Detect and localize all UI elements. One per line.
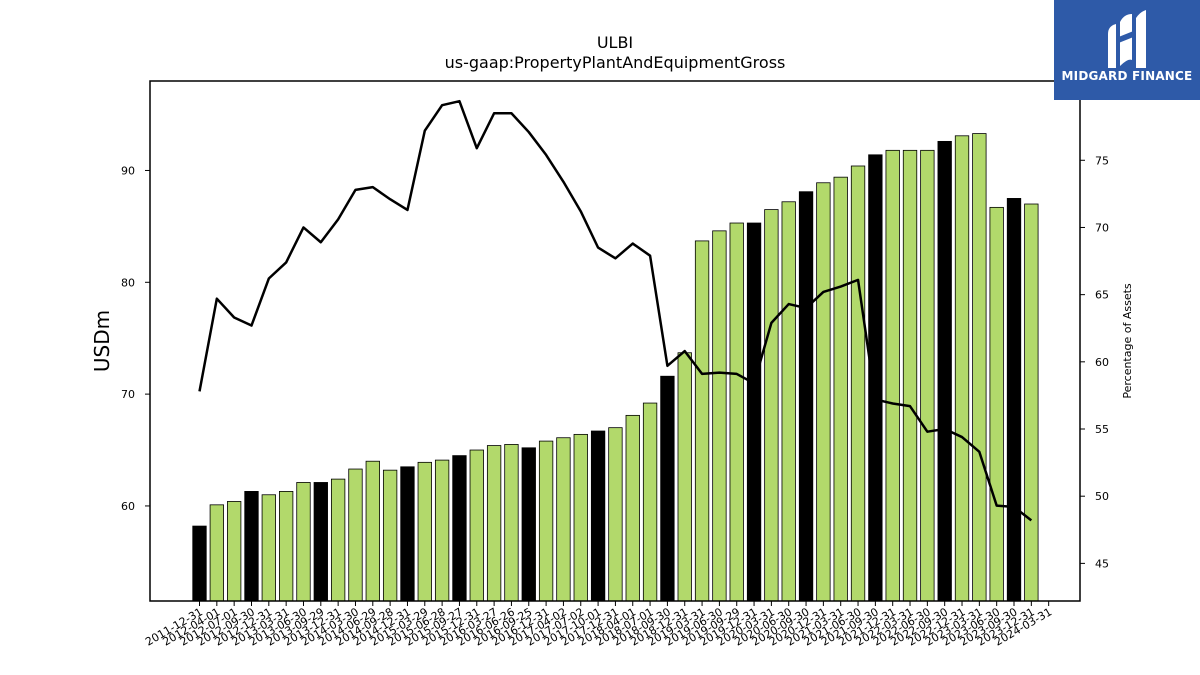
bar-2018-12-31 xyxy=(677,352,692,602)
bar-2011-12-31 xyxy=(192,525,207,602)
bar-2016-03-27 xyxy=(486,445,502,602)
bar-2012-04-01 xyxy=(209,504,224,602)
bar-2020-03-31 xyxy=(764,209,779,602)
y2-tick-label: 45 xyxy=(1095,557,1109,570)
bar-2014-09-28 xyxy=(382,469,398,602)
y2-axis-label: Percentage of Assets xyxy=(1121,283,1134,399)
y2-tick-label: 65 xyxy=(1095,289,1109,302)
bar-2012-09-30 xyxy=(244,491,259,602)
bar-2016-09-25 xyxy=(521,447,536,602)
midgard-finance-logo: MIDGARD FINANCE xyxy=(1054,0,1200,100)
bar-2015-09-27 xyxy=(452,455,467,602)
bar-series xyxy=(192,133,1039,602)
bar-2012-07-01 xyxy=(227,501,242,602)
bar-2021-09-30 xyxy=(868,154,883,602)
bar-2021-06-30 xyxy=(850,165,866,602)
y2-tick-label: 50 xyxy=(1095,490,1109,503)
bar-2018-07-01 xyxy=(642,402,658,602)
y2-tick-label: 75 xyxy=(1095,154,1109,167)
bar-2015-06-28 xyxy=(434,459,450,602)
bar-2021-03-31 xyxy=(833,176,848,602)
bar-2022-09-30 xyxy=(937,140,952,602)
y-tick-label: 90 xyxy=(121,164,135,177)
x-axis: 2011-12-312012-04-012012-07-012012-09-30… xyxy=(143,601,1054,649)
y2-tick-label: 55 xyxy=(1095,423,1109,436)
y-tick-label: 80 xyxy=(121,276,135,289)
bar-2014-12-31 xyxy=(400,466,415,602)
percentage-of-assets-line xyxy=(198,99,1033,522)
y-tick-label: 70 xyxy=(121,388,135,401)
bar-2022-03-31 xyxy=(902,149,918,602)
bar-2019-03-31 xyxy=(694,240,710,602)
y-tick-label: 60 xyxy=(121,500,135,513)
bar-2017-07-02 xyxy=(573,433,588,602)
bar-2020-12-31 xyxy=(816,182,831,602)
bar-2023-06-30 xyxy=(989,206,1004,602)
bar-2018-04-01 xyxy=(625,414,640,602)
bar-2023-09-30 xyxy=(1006,198,1022,602)
bar-2013-09-29 xyxy=(313,482,328,602)
bar-2016-06-26 xyxy=(504,444,519,602)
chart-title: ULBI xyxy=(597,33,633,52)
bar-2012-12-31 xyxy=(261,494,276,602)
bar-2016-12-31 xyxy=(538,440,554,602)
bar-2015-12-31 xyxy=(469,449,484,602)
bar-2013-03-31 xyxy=(278,491,294,602)
bar-2020-09-30 xyxy=(798,191,814,602)
y-axis-right: 45 50 55 60 65 70 75 xyxy=(1080,154,1109,570)
bar-2019-06-30 xyxy=(712,230,727,602)
logo-text: MIDGARD FINANCE xyxy=(1061,69,1193,83)
y2-tick-label: 70 xyxy=(1095,221,1109,234)
y-axis-label: USDm xyxy=(90,310,114,372)
bar-2014-03-30 xyxy=(348,468,363,602)
bar-2022-12-31 xyxy=(954,135,970,602)
midgard-m-icon xyxy=(1108,10,1146,68)
chart-subtitle: us-gaap:PropertyPlantAndEquipmentGross xyxy=(445,53,786,72)
bar-2017-12-31 xyxy=(608,427,623,602)
bar-2023-03-31 xyxy=(972,133,987,602)
bar-2018-09-30 xyxy=(660,375,675,602)
bar-2017-10-01 xyxy=(590,430,606,602)
bar-2013-06-30 xyxy=(296,482,311,602)
bar-2022-06-30 xyxy=(920,149,935,602)
bar-2015-03-29 xyxy=(417,461,432,602)
bar-2020-06-30 xyxy=(781,201,796,602)
bar-2019-09-29 xyxy=(729,222,744,602)
y2-tick-label: 60 xyxy=(1095,356,1109,369)
bar-2019-12-31 xyxy=(746,222,762,602)
bar-2021-12-31 xyxy=(885,149,900,602)
bar-2013-12-31 xyxy=(330,478,346,602)
y-axis-left: 60 70 80 90 xyxy=(121,164,150,513)
bar-2017-04-02 xyxy=(556,437,571,602)
bar-2023-12-31 xyxy=(1024,203,1039,602)
bar-2014-06-29 xyxy=(365,460,380,602)
